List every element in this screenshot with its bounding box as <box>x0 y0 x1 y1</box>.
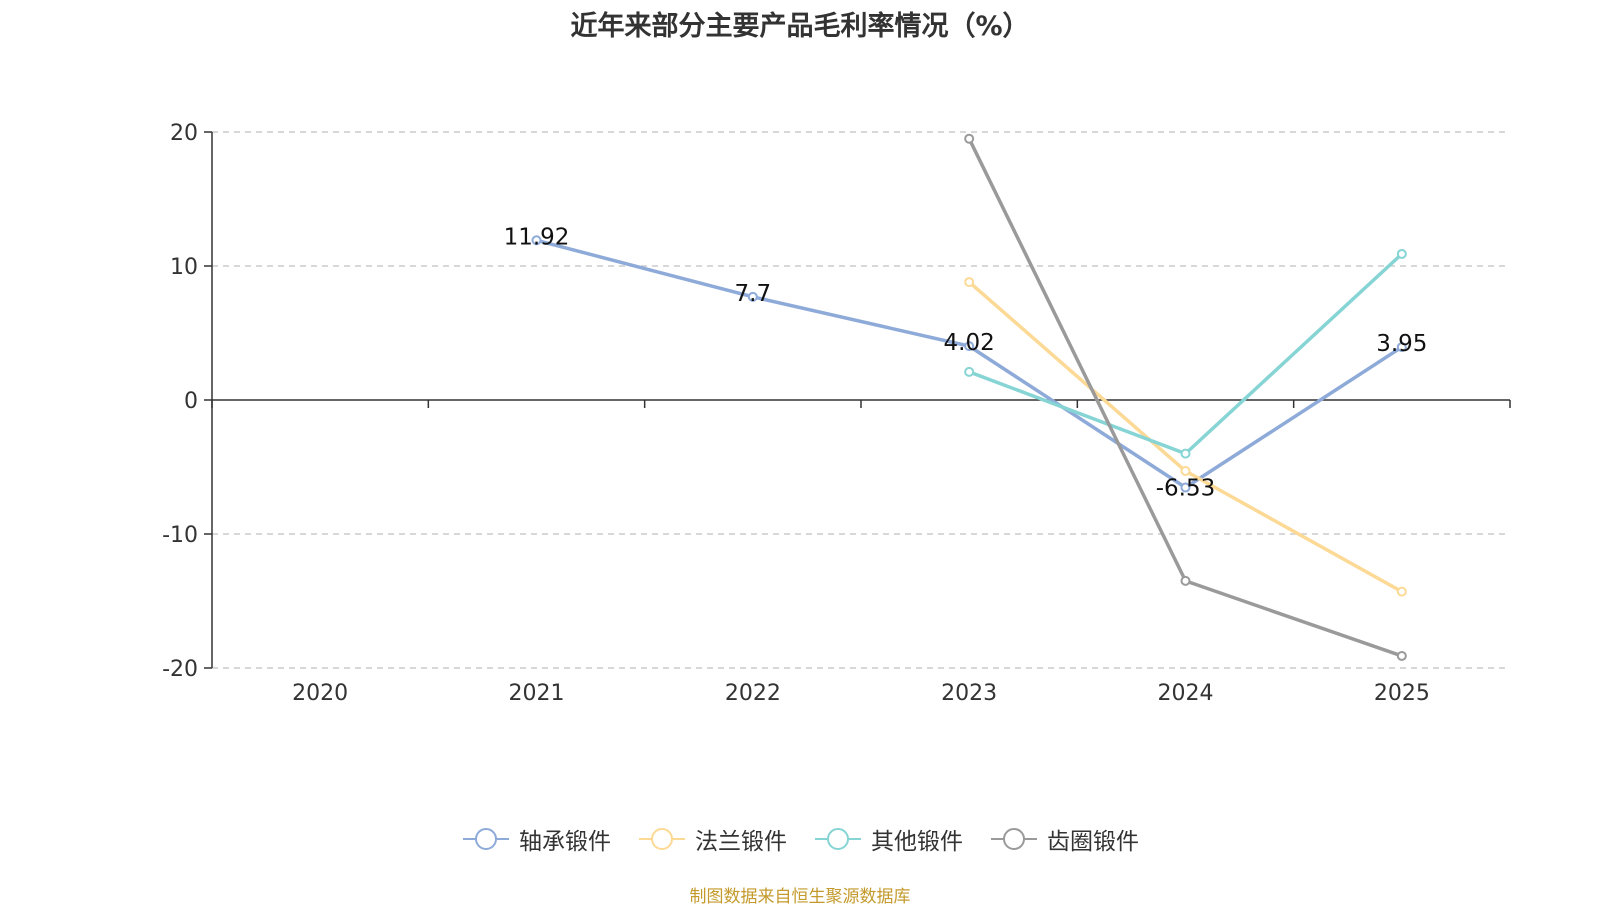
y-tick-label: 10 <box>170 255 198 280</box>
x-tick-label: 2022 <box>725 681 781 706</box>
x-tick-label: 2025 <box>1374 681 1430 706</box>
data-point <box>747 291 758 302</box>
data-label: 7.7 <box>735 281 772 307</box>
y-tick-label: 0 <box>184 389 198 414</box>
y-tick-label: -10 <box>162 523 198 548</box>
series-layer <box>531 133 1407 661</box>
data-label: 3.95 <box>1376 331 1427 357</box>
data-point <box>1180 466 1191 477</box>
legend-item-4[interactable]: 齿圈锻件 <box>989 822 1139 856</box>
data-point <box>1180 482 1191 493</box>
data-point <box>964 277 975 288</box>
data-point <box>1396 248 1407 259</box>
series-line-2 <box>968 280 1403 594</box>
data-point <box>531 235 542 246</box>
chart-title: 近年来部分主要产品毛利率情况（%） <box>570 11 1030 42</box>
source-note: 制图数据来自恒生聚源数据库 <box>689 887 911 907</box>
grid-layer <box>212 131 1510 669</box>
data-point <box>1396 342 1407 353</box>
y-tick-label: 20 <box>170 121 198 146</box>
x-tick-label: 2023 <box>941 681 997 706</box>
y-tick-label: -20 <box>162 657 198 682</box>
x-tick-label: 2024 <box>1158 681 1214 706</box>
legend-label: 齿圈锻件 <box>1047 829 1139 855</box>
x-tick-label: 2020 <box>292 681 348 706</box>
data-point <box>964 366 975 377</box>
legend-label: 法兰锻件 <box>695 829 787 855</box>
legend-marker-icon <box>815 828 861 850</box>
data-point <box>1180 575 1191 586</box>
data-label: 11.92 <box>504 224 570 250</box>
legend-item-2[interactable]: 法兰锻件 <box>637 822 787 856</box>
label-layer: 11.92 7.7 4.02 -6.53 3.95 <box>504 224 1428 501</box>
legend-label: 其他锻件 <box>871 829 963 855</box>
legend-marker-icon <box>991 828 1037 850</box>
data-point <box>1180 448 1191 459</box>
legend-item-3[interactable]: 其他锻件 <box>813 822 963 856</box>
data-point <box>1396 650 1407 661</box>
x-tick-label: 2021 <box>509 681 565 706</box>
legend-label: 轴承锻件 <box>519 829 611 855</box>
legend: 轴承锻件 法兰锻件 其他锻件 齿圈锻件 <box>0 822 1600 856</box>
data-point <box>964 133 975 144</box>
data-label: -6.53 <box>1156 476 1216 502</box>
data-point <box>1396 586 1407 597</box>
legend-item-1[interactable]: 轴承锻件 <box>461 822 611 856</box>
legend-marker-icon <box>463 828 509 850</box>
series-line-3 <box>968 252 1404 456</box>
data-point <box>964 341 975 352</box>
legend-marker-icon <box>639 828 685 850</box>
data-label: 4.02 <box>944 330 995 356</box>
